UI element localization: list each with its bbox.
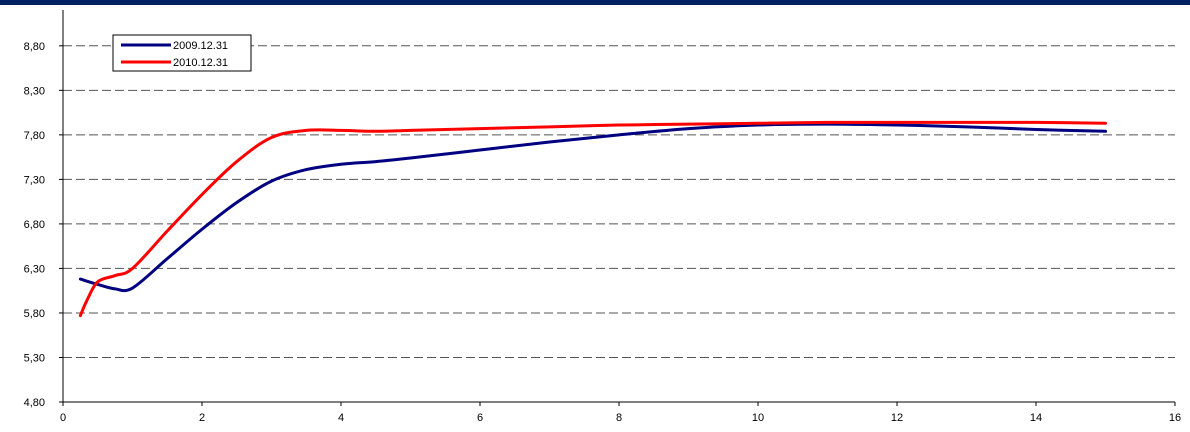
y-tick-label: 4,80: [24, 397, 45, 409]
legend-label-1: 2009.12.31: [173, 40, 228, 52]
x-tick-label: 0: [60, 412, 66, 424]
x-tick-label: 12: [891, 412, 903, 424]
series-layer: [78, 120, 1107, 318]
series-line-1: [78, 122, 1107, 293]
top-band: [0, 0, 1190, 5]
grid-layer: [63, 45, 1175, 358]
series-line-2: [78, 120, 1107, 318]
legend-box: [112, 34, 252, 72]
x-tick-label: 4: [338, 412, 344, 424]
axis-layer: 4,80 5,30 5,80 6,30 6,80 7,30 7,80 8,30 8,80 0 2 4 6…: [24, 10, 1181, 424]
y-tick-label: 7,80: [24, 130, 45, 142]
x-tick-label: 10: [752, 412, 764, 424]
x-tick-label: 8: [616, 412, 622, 424]
x-tick-label: 14: [1030, 412, 1042, 424]
y-tick-label: 8,30: [24, 85, 45, 97]
legend-label-2: 2010.12.31: [173, 57, 228, 69]
y-tick-label: 8,80: [24, 41, 45, 53]
x-tick-label: 6: [477, 412, 483, 424]
x-tick-label: 2: [199, 412, 205, 424]
y-tick-label: 6,30: [24, 263, 45, 275]
legend: 2009.12.31 2010.12.31: [112, 34, 252, 72]
x-tick-label: 16: [1169, 412, 1181, 424]
y-tick-label: 7,30: [24, 174, 45, 186]
y-tick-label: 5,30: [24, 352, 45, 364]
y-tick-label: 6,80: [24, 219, 45, 231]
y-tick-label: 5,80: [24, 308, 45, 320]
